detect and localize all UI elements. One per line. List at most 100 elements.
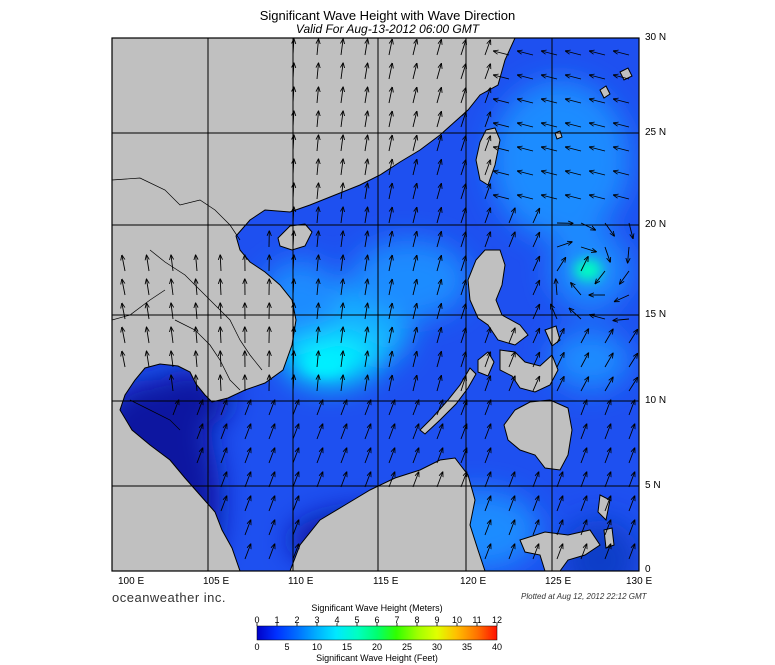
wave-direction-arrow (580, 329, 589, 344)
wave-direction-arrow (244, 544, 251, 560)
wave-direction-arrow (388, 327, 392, 344)
wave-direction-arrow (566, 51, 582, 56)
lon-label: 115 E (373, 576, 399, 587)
wave-direction-arrow (532, 496, 539, 512)
wave-direction-arrow (604, 329, 613, 344)
wave-direction-arrow (580, 222, 595, 230)
wave-direction-arrow (484, 376, 490, 392)
legend-meter-tick-label: 3 (314, 615, 320, 625)
wave-direction-arrow (580, 496, 587, 512)
wave-direction-arrow (122, 303, 126, 320)
wave-direction-arrow (484, 448, 491, 464)
wave-direction-arrow (614, 99, 630, 104)
wave-direction-arrow (436, 232, 441, 248)
wave-direction-arrow (604, 424, 611, 440)
wave-direction-arrow (317, 207, 319, 224)
wave-direction-arrow (556, 258, 566, 272)
wave-direction-arrow (388, 448, 395, 464)
wave-direction-arrow (542, 171, 558, 176)
wave-direction-arrow (436, 280, 441, 296)
wave-direction-arrow (460, 304, 466, 320)
wave-direction-arrow (604, 222, 614, 236)
wave-direction-arrow (460, 472, 467, 488)
wave-direction-arrow (171, 279, 173, 296)
wave-direction-arrow (317, 87, 319, 104)
wave-direction-arrow (556, 353, 564, 368)
wave-direction-arrow (614, 171, 630, 176)
wave-direction-arrow (316, 448, 323, 464)
wave-direction-arrow (341, 303, 343, 320)
wave-direction-arrow (268, 544, 275, 560)
wave-direction-arrow (365, 207, 368, 224)
legend-meter-tick-label: 5 (354, 615, 360, 625)
wave-direction-arrow (365, 351, 368, 368)
wave-direction-arrow (388, 39, 392, 56)
wave-direction-arrow (220, 424, 227, 440)
wave-direction-arrow (484, 544, 491, 560)
wave-direction-arrow (580, 257, 588, 272)
wave-direction-arrow (604, 400, 611, 416)
wave-direction-arrow (365, 111, 368, 128)
wave-direction-arrow (460, 376, 466, 392)
wave-direction-arrow (293, 327, 294, 344)
wave-direction-arrow (317, 231, 319, 248)
wave-direction-arrow (412, 39, 417, 56)
wave-direction-arrow (460, 208, 466, 224)
wave-direction-arrow (460, 280, 466, 296)
wave-direction-arrow (412, 255, 417, 272)
wave-direction-arrow (317, 327, 319, 344)
wave-direction-arrow (556, 472, 563, 488)
wave-direction-arrow (317, 111, 319, 128)
wave-direction-arrow (436, 424, 443, 440)
wave-direction-arrow (484, 400, 491, 416)
wave-direction-arrow (365, 87, 368, 104)
wave-direction-arrow (460, 352, 466, 368)
wave-direction-arrow (460, 232, 466, 248)
wave-direction-arrow (580, 448, 587, 464)
wave-direction-arrow (220, 448, 227, 464)
wave-direction-arrow (542, 123, 558, 128)
lat-label: 10 N (645, 395, 667, 406)
wave-direction-arrow (494, 51, 510, 56)
legend-feet-tick-label: 10 (311, 642, 322, 652)
wave-direction-arrow (484, 520, 491, 536)
lat-label: 20 N (645, 219, 667, 230)
wave-direction-arrow (628, 222, 633, 239)
wave-direction-arrow (317, 135, 319, 152)
legend-feet-tick-label: 5 (284, 642, 290, 652)
wave-direction-arrow (341, 375, 343, 392)
wave-direction-arrow (317, 255, 319, 272)
wave-direction-arrow (340, 424, 347, 440)
lon-label: 125 E (545, 576, 572, 587)
wave-direction-arrow (220, 400, 227, 416)
wave-direction-arrow (388, 351, 392, 368)
country-borders (112, 177, 263, 431)
wave-direction-arrow (412, 63, 417, 80)
wave-direction-arrow (341, 63, 343, 80)
wave-direction-arrow (365, 159, 368, 176)
wave-direction-arrow (364, 448, 371, 464)
wave-direction-arrow (365, 231, 368, 248)
wave-direction-arrow (412, 351, 417, 368)
wave-direction-arrow (590, 75, 606, 80)
wave-direction-arrow (436, 376, 441, 392)
lat-label: 30 N (645, 32, 667, 43)
wave-direction-arrow (220, 303, 221, 320)
wave-direction-arrow (484, 64, 490, 80)
wave-direction-arrow (341, 183, 343, 200)
wave-direction-arrow (484, 160, 490, 176)
wave-direction-arrow (293, 279, 294, 296)
wave-direction-arrow (551, 304, 558, 320)
wave-direction-arrow (293, 63, 294, 80)
wave-direction-arrow (412, 375, 417, 392)
lon-label: 105 E (203, 576, 230, 587)
wave-direction-arrow (604, 353, 613, 368)
wave-direction-arrow (365, 135, 368, 152)
wave-direction-arrow (317, 279, 319, 296)
wave-direction-arrow (341, 231, 343, 248)
wave-direction-arrow (590, 195, 606, 200)
wave-direction-arrow (508, 352, 515, 368)
wave-direction-arrow (268, 472, 275, 488)
wave-direction-arrow (196, 327, 197, 344)
legend-feet-tick-label: 30 (431, 642, 442, 652)
